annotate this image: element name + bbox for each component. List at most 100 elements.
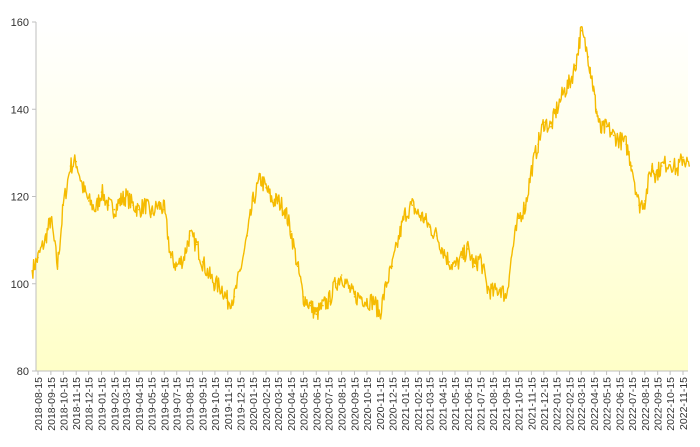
x-tick-label: 2021-09-15 (501, 377, 513, 431)
x-tick-label: 2021-03-15 (425, 377, 437, 431)
data-point (385, 283, 388, 285)
data-point (563, 91, 565, 93)
x-tick-label: 2019-04-15 (134, 377, 146, 431)
data-point (555, 108, 558, 111)
data-point (591, 77, 593, 80)
data-point (157, 204, 160, 206)
data-point (492, 291, 495, 294)
data-point (302, 296, 305, 298)
data-point (107, 204, 110, 206)
x-tick-label: 2022-09-15 (653, 377, 665, 431)
data-point (87, 200, 90, 202)
x-tick-label: 2020-07-15 (324, 377, 336, 431)
data-point (644, 200, 646, 202)
plot-area-background (36, 22, 688, 371)
x-tick-label: 2018-12-15 (84, 377, 96, 431)
y-tick-label: 120 (11, 192, 29, 204)
data-point (428, 226, 431, 228)
x-tick-label: 2020-10-15 (362, 377, 374, 431)
x-tick-label: 2020-04-15 (286, 377, 298, 431)
data-point (448, 261, 451, 263)
data-point (486, 287, 489, 289)
series-line (31, 26, 690, 320)
data-point (233, 296, 236, 298)
data-point (277, 200, 279, 202)
data-point (132, 204, 134, 206)
data-point (661, 165, 663, 167)
data-point (214, 283, 216, 285)
data-point (265, 187, 267, 189)
data-point (530, 169, 533, 172)
data-point (511, 248, 514, 250)
y-axis: 80 100 120 140 160 (11, 17, 37, 378)
data-point (631, 165, 633, 167)
data-point (150, 213, 153, 215)
data-point (618, 139, 621, 141)
data-point (327, 300, 330, 303)
data-point (574, 64, 577, 67)
data-point (119, 200, 121, 202)
data-point (423, 217, 425, 220)
x-tick-label: 2020-11-15 (375, 377, 387, 430)
data-point (138, 208, 140, 211)
data-point (31, 269, 33, 272)
data-point (612, 134, 615, 137)
x-tick-label: 2019-01-15 (97, 377, 109, 431)
series-group (31, 26, 690, 320)
data-point (221, 287, 223, 289)
data-point (467, 248, 469, 250)
x-tick-label: 2022-10-15 (665, 377, 677, 431)
data-point (239, 269, 242, 272)
data-point (290, 230, 292, 233)
x-tick-label: 2022-01-15 (552, 377, 564, 431)
x-tick-label: 2021-02-15 (413, 377, 425, 431)
x-tick-label: 2022-03-15 (576, 377, 588, 431)
data-point (335, 283, 337, 285)
data-point (309, 304, 312, 307)
data-point (246, 235, 249, 237)
data-point (461, 256, 463, 259)
data-point (505, 296, 507, 298)
data-point (550, 125, 552, 128)
data-point (373, 300, 375, 303)
data-point (125, 195, 127, 198)
data-point (404, 213, 406, 215)
x-tick-label: 2022-02-15 (565, 377, 577, 431)
data-point (360, 296, 362, 298)
x-tick-label: 2020-02-15 (261, 377, 273, 431)
data-point (144, 204, 147, 206)
x-tick-label: 2019-09-15 (197, 377, 209, 431)
data-point (669, 160, 671, 163)
data-point (587, 56, 590, 58)
data-point (454, 265, 456, 268)
data-point (473, 265, 476, 268)
data-point (605, 125, 608, 128)
data-point (69, 165, 72, 167)
data-point (208, 274, 210, 276)
x-tick-label: 2021-05-15 (450, 377, 462, 431)
data-point (183, 256, 185, 259)
data-point (82, 187, 84, 189)
x-tick-label: 2020-08-15 (337, 377, 349, 431)
data-point (682, 156, 684, 158)
data-point (379, 313, 381, 316)
data-point (366, 300, 368, 303)
data-point (113, 208, 116, 211)
x-tick-label: 2020-12-15 (387, 377, 399, 431)
data-point (201, 261, 204, 263)
data-point (347, 287, 350, 289)
x-tick-label: 2021-04-15 (438, 377, 450, 431)
data-point (353, 296, 356, 298)
x-tick-label: 2021-07-15 (475, 377, 487, 431)
data-point (435, 235, 438, 237)
data-point (163, 208, 166, 211)
data-point (499, 287, 502, 289)
x-axis: 2018-08-15 2018-09-15 2018-10-15 2018-11-15… (33, 370, 690, 431)
data-point (227, 300, 229, 303)
x-tick-label: 2022-07-15 (627, 377, 639, 431)
x-tick-label: 2018-09-15 (46, 377, 58, 431)
x-tick-label: 2020-01-15 (248, 377, 260, 431)
data-point (315, 313, 318, 316)
x-tick-label: 2019-03-15 (121, 377, 133, 431)
x-tick-label: 2019-06-15 (159, 377, 171, 431)
